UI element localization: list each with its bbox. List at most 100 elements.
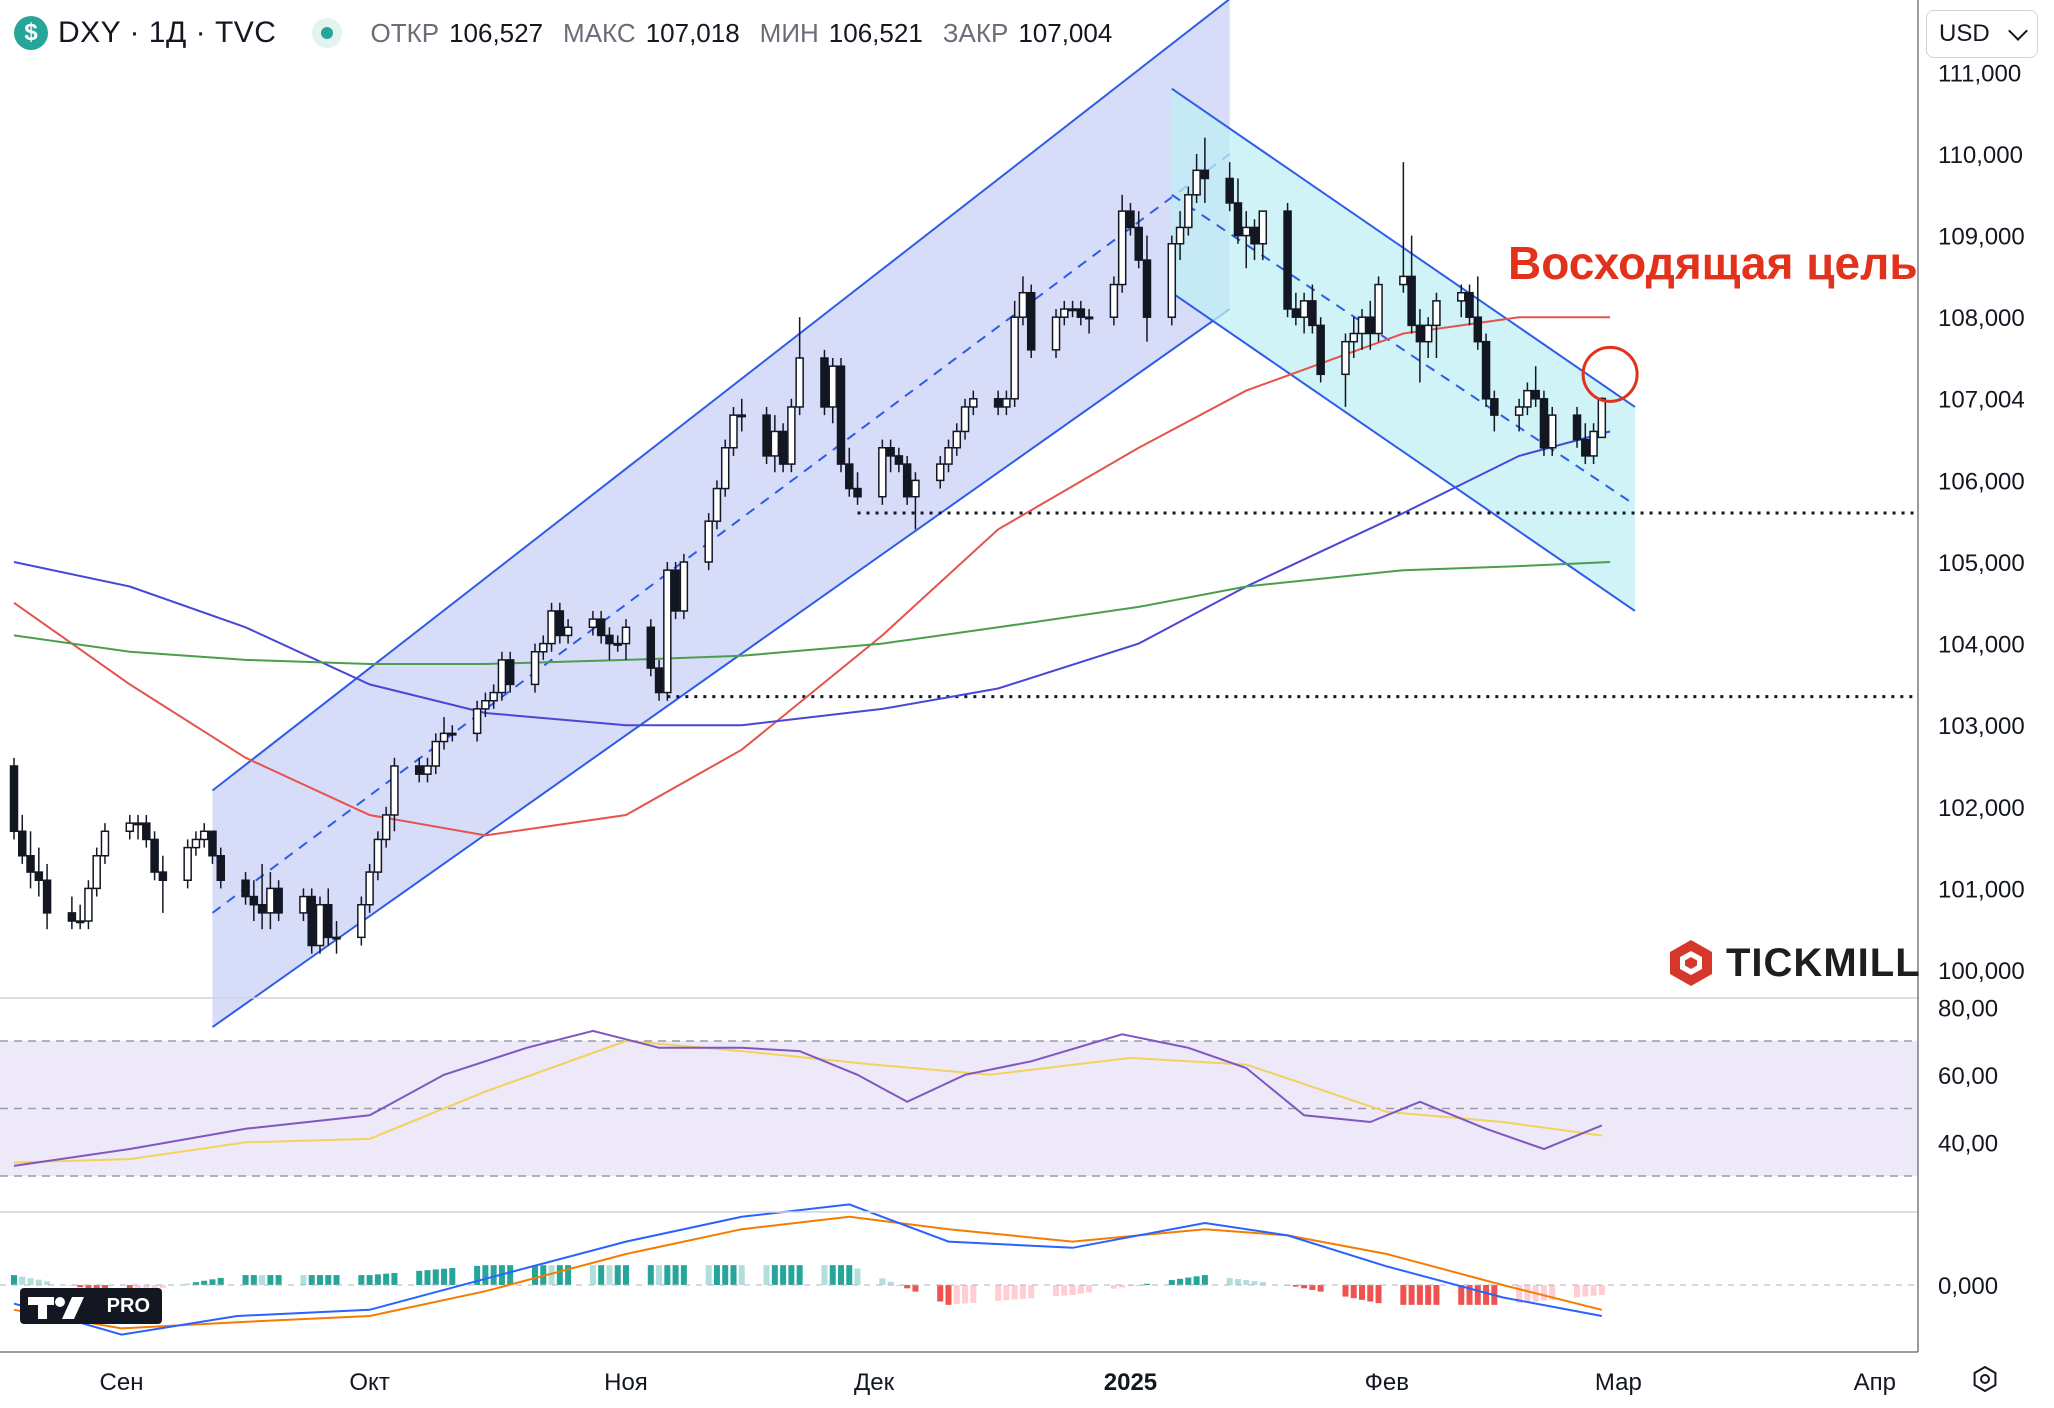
candle-body (1051, 316, 1061, 351)
candle (1547, 406, 1557, 456)
candle-body (1539, 398, 1549, 449)
price-tick-label: 107,004 (1938, 386, 2025, 413)
candle-body (1357, 316, 1367, 335)
candle-body (704, 520, 713, 563)
candle (431, 733, 441, 775)
candle-body (1341, 340, 1350, 376)
candle (100, 823, 110, 864)
candle (853, 472, 862, 505)
candle (75, 904, 85, 930)
candle (1589, 423, 1598, 465)
candle (1076, 300, 1086, 326)
candle (1399, 162, 1408, 293)
candle (1514, 398, 1524, 432)
candle-body (439, 732, 449, 743)
candle (894, 447, 904, 473)
macd-histogram-bar (151, 1285, 158, 1290)
high-label: МАКС (563, 17, 636, 48)
candle-body (596, 618, 606, 637)
candle (414, 757, 424, 783)
price-tick-label: 106,000 (1938, 468, 2025, 495)
candle-body (1374, 283, 1383, 335)
ascending-channel-lower (211, 308, 1231, 1028)
candle-body (1432, 300, 1441, 327)
candle (489, 684, 498, 709)
candle-body (1175, 226, 1185, 245)
macd-histogram-bar (366, 1275, 373, 1285)
macd-histogram-bar (1119, 1285, 1126, 1288)
time-tick-label: Апр (1854, 1369, 1896, 1396)
candle-body (960, 406, 970, 433)
candle (1349, 317, 1358, 358)
candle-body (712, 487, 722, 522)
candle (605, 627, 614, 660)
currency-select[interactable]: USD (1926, 10, 2038, 58)
candle (1010, 300, 1019, 407)
dollar-coin-icon: $ (14, 16, 48, 50)
macd-histogram-bar (300, 1275, 307, 1285)
candle (1366, 300, 1375, 350)
candle (1117, 194, 1127, 293)
macd-histogram-bar (1590, 1285, 1597, 1296)
chevron-down-icon (2008, 21, 2028, 41)
candle (1407, 235, 1416, 334)
candle-body (605, 634, 614, 645)
close-label: ЗАКР (942, 17, 1009, 48)
candle-body (75, 920, 85, 924)
candle (315, 896, 325, 954)
macd-histogram-bar (1458, 1285, 1465, 1305)
macd-histogram-bar (763, 1265, 770, 1285)
macd-histogram-bar (713, 1265, 720, 1285)
candle (1357, 309, 1367, 350)
macd-histogram-bar (970, 1285, 977, 1303)
candle-body (878, 447, 887, 498)
symbol-title[interactable]: DXY · 1Д · TVC (58, 16, 277, 49)
gear-icon[interactable] (1972, 1366, 1998, 1392)
tickmill-hexagon-icon (1670, 940, 1712, 986)
candle-body (1192, 169, 1201, 196)
candle-body (84, 887, 93, 922)
candle (969, 390, 978, 416)
macd-histogram-bar (1309, 1285, 1316, 1290)
price-panel[interactable] (9, 0, 1919, 1028)
candle-body (1490, 398, 1499, 416)
candle (1539, 390, 1549, 456)
macd-histogram-bar (1201, 1275, 1208, 1285)
candle (472, 700, 482, 742)
candle (729, 406, 738, 456)
macd-histogram-bar (796, 1265, 803, 1285)
candle (191, 831, 201, 856)
candle (1481, 333, 1491, 407)
candle-body (216, 855, 225, 881)
macd-histogram-bar (11, 1275, 17, 1285)
macd-histogram-bar (656, 1265, 663, 1285)
macd-histogram-bar (192, 1282, 199, 1285)
macd-histogram-bar (1549, 1285, 1556, 1300)
candle (142, 814, 151, 848)
candle (133, 814, 143, 840)
macd-histogram-bar (416, 1270, 423, 1285)
macd-histogram-bar (995, 1285, 1002, 1301)
candle-body (729, 414, 738, 449)
candle-body (886, 447, 895, 457)
candle (1581, 423, 1590, 465)
close-value: 107,004 (1018, 17, 1113, 48)
candle (381, 806, 391, 848)
candle (1299, 292, 1309, 334)
candle (878, 439, 887, 505)
candle (1341, 333, 1350, 407)
candle (1316, 317, 1325, 383)
candle (1002, 390, 1011, 416)
macd-histogram-bar (383, 1273, 390, 1285)
macd-histogram-bar (730, 1265, 737, 1285)
price-tick-label: 101,000 (1938, 876, 2025, 903)
macd-histogram-bar (945, 1285, 952, 1305)
macd-histogram-bar (1019, 1285, 1026, 1299)
macd-histogram-bar (482, 1265, 489, 1285)
candle-body (423, 765, 432, 775)
macd-histogram-bar (1400, 1285, 1407, 1305)
macd-histogram-bar (19, 1276, 26, 1285)
time-tick-label: Фев (1365, 1369, 1409, 1396)
low-label: МИН (759, 17, 819, 48)
